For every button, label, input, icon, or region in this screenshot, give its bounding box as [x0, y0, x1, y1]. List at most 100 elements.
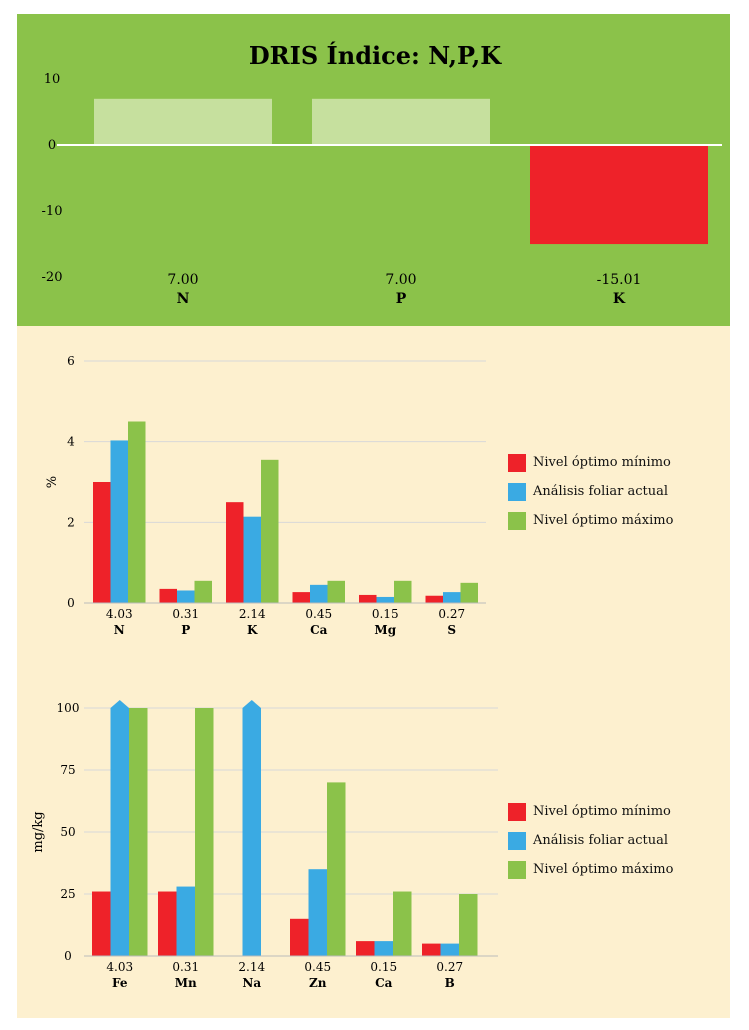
category-label: K [613, 291, 626, 307]
legend-item-max: Nivel óptimo máximo [508, 855, 673, 884]
dris-title: DRIS Índice: N,P,K [249, 41, 502, 70]
legend-item-max: Nivel óptimo máximo [508, 506, 673, 535]
category-label: N [177, 291, 190, 307]
value-label: 0.15 [370, 960, 397, 974]
legend-swatch-actual [508, 482, 526, 501]
value-label: 0.31 [172, 607, 199, 621]
value-label: 0.45 [305, 607, 332, 621]
category-label: P [181, 623, 190, 637]
y-tick-label: 0 [64, 949, 72, 963]
value-label: 2.14 [238, 960, 265, 974]
legend-swatch-actual [508, 831, 526, 850]
legend-item-min: Nivel óptimo mínimo [508, 797, 673, 826]
y-tick-label: 25 [60, 887, 75, 901]
legend-label-min: Nivel óptimo mínimo [533, 455, 671, 470]
category-label: Fe [112, 976, 128, 990]
y-tick-label: 10 [44, 72, 61, 87]
y-tick-label: 75 [60, 763, 75, 777]
category-label: P [396, 291, 407, 307]
bar-Ca-max [327, 580, 345, 603]
bar-B-max [459, 894, 478, 956]
category-label: Ca [375, 976, 393, 990]
bar-Mg-max [394, 580, 412, 603]
y-tick-label: -10 [42, 204, 63, 219]
y-tick-label: 0 [67, 596, 75, 610]
category-label: S [447, 623, 456, 637]
legend-swatch-min [508, 802, 526, 821]
bar-N-min [93, 482, 111, 603]
y-axis-label: mg/kg [31, 811, 46, 852]
bar-Fe-max [129, 708, 148, 956]
bar-Fe-actual [110, 700, 129, 956]
legend-label-max: Nivel óptimo máximo [533, 513, 674, 528]
bar-Fe-min [92, 891, 111, 956]
bar-Ca-min [356, 941, 375, 956]
value-label: 0.27 [436, 960, 463, 974]
bar-Mn-max [195, 708, 214, 956]
legend-label-actual: Análisis foliar actual [533, 833, 669, 848]
bar-K-min [226, 502, 244, 603]
value-label: 7.00 [167, 272, 198, 288]
bar-K-actual [243, 516, 261, 603]
category-label: Ca [310, 623, 328, 637]
y-tick-label: 4 [67, 435, 75, 449]
macro-legend: Nivel óptimo mínimo Análisis foliar actu… [508, 448, 673, 535]
value-label: 7.00 [385, 272, 416, 288]
category-label: Mg [374, 623, 396, 637]
bar-Mg-min [359, 594, 377, 603]
value-label: 4.03 [106, 607, 133, 621]
legend-item-actual: Análisis foliar actual [508, 826, 673, 855]
y-tick-label: 6 [67, 354, 75, 368]
bar-B-actual [440, 943, 459, 956]
bar-Mg-actual [376, 596, 394, 603]
y-tick-label: 50 [60, 825, 75, 839]
y-tick-label: 0 [48, 138, 56, 153]
bar-P-actual [177, 590, 195, 603]
value-label: -15.01 [597, 272, 642, 288]
bar-Mn-actual [176, 886, 195, 956]
bar-S-min [425, 595, 443, 603]
bar-N-max [128, 421, 146, 603]
value-label: 2.14 [239, 607, 266, 621]
value-label: 4.03 [106, 960, 133, 974]
bar-Mn-min [158, 891, 177, 956]
category-label: B [445, 976, 455, 990]
legend-item-min: Nivel óptimo mínimo [508, 448, 673, 477]
bar-Ca-max [393, 891, 412, 956]
bar-Zn-min [290, 918, 309, 956]
bar-Zn-max [327, 782, 346, 956]
value-label: 0.27 [438, 607, 465, 621]
category-label: Na [242, 976, 261, 990]
bar-K-max [261, 459, 279, 603]
value-label: 0.15 [372, 607, 399, 621]
bar-P-min [159, 588, 177, 603]
bar-S-max [460, 582, 478, 603]
category-label: N [114, 623, 125, 637]
legend-label-max: Nivel óptimo máximo [533, 862, 674, 877]
bar-N-actual [110, 440, 128, 603]
y-axis-label: % [45, 476, 60, 488]
bar-P [312, 98, 490, 145]
legend-label-actual: Análisis foliar actual [533, 484, 669, 499]
legend-item-actual: Análisis foliar actual [508, 477, 673, 506]
bar-Ca-actual [310, 584, 328, 603]
category-label: Mn [175, 976, 197, 990]
legend-swatch-min [508, 453, 526, 472]
bar-B-min [422, 943, 441, 956]
bar-Na-actual [242, 700, 261, 956]
bar-Zn-actual [308, 869, 327, 956]
legend-label-min: Nivel óptimo mínimo [533, 804, 671, 819]
bar-S-actual [443, 592, 461, 603]
category-label: Zn [309, 976, 327, 990]
bar-Ca-actual [374, 941, 393, 956]
bar-Ca-min [292, 592, 310, 603]
value-label: 0.31 [172, 960, 199, 974]
micro-legend: Nivel óptimo mínimo Análisis foliar actu… [508, 797, 673, 884]
category-label: K [247, 623, 258, 637]
y-tick-label: 2 [67, 515, 75, 529]
legend-swatch-max [508, 860, 526, 879]
bar-N [94, 98, 272, 145]
bar-K [530, 145, 708, 245]
value-label: 0.45 [304, 960, 331, 974]
